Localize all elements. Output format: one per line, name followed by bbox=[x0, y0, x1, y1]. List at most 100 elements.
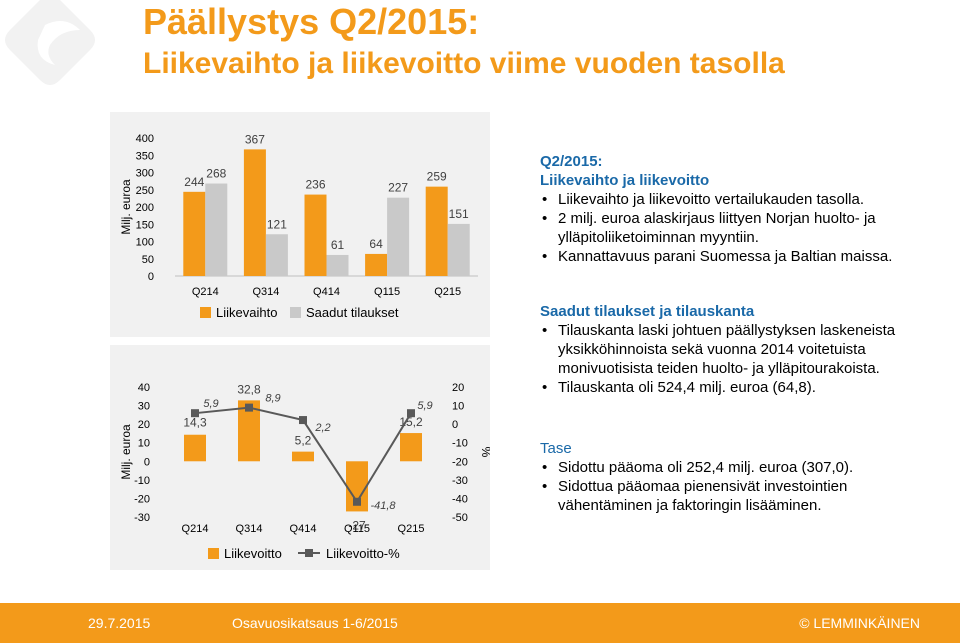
profit-bar bbox=[238, 400, 260, 462]
legend-marker bbox=[305, 549, 313, 557]
section-q2: Q2/2015: Liikevaihto ja liikevoitto Liik… bbox=[540, 152, 940, 266]
legend-label: Liikevaihto bbox=[216, 305, 277, 320]
line-marker bbox=[245, 403, 253, 412]
section-q2-heading: Q2/2015: bbox=[540, 153, 603, 170]
data-label: 32,8 bbox=[237, 382, 261, 396]
x-tick-label: Q115 bbox=[344, 523, 370, 535]
y-tick-label: 30 bbox=[138, 401, 150, 413]
profit-chart-panel: -30 -20 -10 0 10 20 30 40 -50 -40 -30 -20 -10 0 10 20 Mi… bbox=[110, 345, 493, 570]
list-item: Liikevaihto ja liikevoitto vertailukaude… bbox=[540, 190, 940, 209]
list-item: 2 milj. euroa alaskirjaus liittyen Norja… bbox=[540, 209, 940, 247]
y-tick-label: 150 bbox=[136, 219, 154, 231]
y2-tick-label: -10 bbox=[452, 438, 468, 450]
revenue-bar bbox=[425, 186, 448, 276]
y2-axis-label: % bbox=[479, 447, 490, 458]
revenue-bar bbox=[304, 194, 327, 276]
y-tick-label: -10 bbox=[134, 475, 150, 487]
x-tick-label: Q215 bbox=[398, 523, 425, 535]
list-item: Tilauskanta oli 524,4 milj. euroa (64,8)… bbox=[540, 378, 940, 397]
line-marker bbox=[407, 409, 415, 418]
y-tick-label: 400 bbox=[136, 133, 154, 145]
line-data-label: 5,9 bbox=[417, 400, 432, 412]
profit-bar bbox=[292, 451, 314, 462]
x-tick-label: Q414 bbox=[290, 523, 317, 535]
y-tick-label: -30 bbox=[134, 512, 150, 524]
y-tick-label: 250 bbox=[136, 185, 154, 197]
section-balance-heading: Tase bbox=[540, 440, 572, 457]
x-tick-label: Q414 bbox=[313, 286, 340, 298]
y2-tick-label: -40 bbox=[452, 493, 468, 505]
y2-tick-label: -50 bbox=[452, 512, 468, 524]
revenue-bar bbox=[183, 191, 206, 276]
section-balance-bullets: Sidottu pääoma oli 252,4 milj. euroa (30… bbox=[540, 458, 940, 515]
legend-swatch bbox=[208, 548, 219, 559]
line-marker bbox=[353, 497, 361, 506]
profit-bar bbox=[184, 434, 206, 462]
legend-label: Liikevoitto-% bbox=[326, 546, 400, 561]
y-tick-label: 0 bbox=[144, 456, 150, 468]
data-label: 64 bbox=[369, 237, 383, 251]
data-label: 5,2 bbox=[295, 434, 312, 448]
section-q2-bullets: Liikevaihto ja liikevoitto vertailukaude… bbox=[540, 190, 940, 266]
list-item: Sidottu pääoma oli 252,4 milj. euroa (30… bbox=[540, 458, 940, 477]
y-tick-label: 50 bbox=[142, 254, 154, 266]
line-data-label: 8,9 bbox=[265, 393, 280, 405]
line-data-label: 2,2 bbox=[314, 422, 330, 434]
orders-bar bbox=[387, 197, 410, 276]
line-marker bbox=[299, 416, 307, 425]
x-tick-label: Q314 bbox=[252, 286, 279, 298]
y-tick-label: -20 bbox=[134, 493, 150, 505]
orders-bar bbox=[447, 223, 470, 276]
y-tick-label: 40 bbox=[138, 382, 150, 394]
line-data-label: -41,8 bbox=[370, 500, 396, 512]
revenue-bar bbox=[243, 149, 266, 276]
brand-watermark-icon bbox=[5, 0, 95, 85]
data-label: 121 bbox=[267, 217, 287, 231]
legend-label: Liikevoitto bbox=[224, 546, 282, 561]
y-axis-label: Milj. euroa bbox=[119, 424, 133, 480]
y-tick-label: 20 bbox=[138, 419, 150, 431]
y-tick-label: 350 bbox=[136, 150, 154, 162]
data-label: 367 bbox=[245, 132, 265, 146]
footer-brand: © LEMMINKÄINEN bbox=[799, 615, 920, 631]
data-label: 259 bbox=[427, 170, 447, 184]
x-tick-label: Q214 bbox=[182, 523, 209, 535]
x-tick-label: Q314 bbox=[236, 523, 263, 535]
y-tick-label: 0 bbox=[148, 271, 154, 283]
page-title: Päällystys Q2/2015: Liikevaihto ja liike… bbox=[143, 2, 785, 82]
section-orders-bullets: Tilauskanta laski johtuen päällystyksen … bbox=[540, 321, 940, 397]
y2-tick-label: 0 bbox=[452, 419, 458, 431]
y2-tick-label: -20 bbox=[452, 456, 468, 468]
data-label: 15,2 bbox=[399, 415, 423, 429]
x-tick-label: Q115 bbox=[374, 286, 400, 298]
footer-report: Osavuosikatsaus 1-6/2015 bbox=[232, 615, 398, 631]
data-label: -27 bbox=[348, 518, 366, 532]
list-item: Kannattavuus parani Suomessa ja Baltian … bbox=[540, 247, 940, 266]
data-label: 14,3 bbox=[183, 416, 207, 430]
orders-bar bbox=[205, 183, 228, 276]
revenue-bar bbox=[365, 253, 388, 276]
title-line-1: Päällystys Q2/2015: bbox=[143, 1, 480, 42]
line-marker bbox=[191, 409, 199, 418]
footer-date: 29.7.2015 bbox=[88, 615, 151, 631]
title-line-2: Liikevaihto ja liikevoitto viime vuoden … bbox=[143, 47, 785, 80]
section-q2-subheading: Liikevaihto ja liikevoitto bbox=[540, 172, 710, 189]
legend-swatch bbox=[200, 307, 211, 318]
profit-bar bbox=[346, 461, 368, 512]
section-orders-heading: Saadut tilaukset ja tilauskanta bbox=[540, 303, 755, 320]
orders-bar bbox=[265, 234, 288, 276]
data-label: 268 bbox=[206, 167, 226, 181]
section-orders: Saadut tilaukset ja tilauskanta Tilauska… bbox=[540, 302, 940, 397]
x-tick-label: Q214 bbox=[192, 286, 219, 298]
y-axis-label: Milj. euroa bbox=[119, 179, 133, 235]
y2-tick-label: 20 bbox=[452, 382, 464, 394]
data-label: 236 bbox=[305, 178, 325, 192]
revenue-orders-chart: 0 50 100 150 200 250 300 350 400 Milj. euroa 24426… bbox=[119, 132, 478, 320]
legend-swatch bbox=[290, 307, 301, 318]
list-item: Tilauskanta laski johtuen päällystyksen … bbox=[540, 321, 940, 378]
y-tick-label: 200 bbox=[136, 202, 154, 214]
y-tick-label: 300 bbox=[136, 168, 154, 180]
y2-tick-label: 10 bbox=[452, 401, 464, 413]
legend-label: Saadut tilaukset bbox=[306, 305, 399, 320]
revenue-chart-panel: 0 50 100 150 200 250 300 350 400 Milj. euroa 244 26… bbox=[110, 112, 490, 337]
